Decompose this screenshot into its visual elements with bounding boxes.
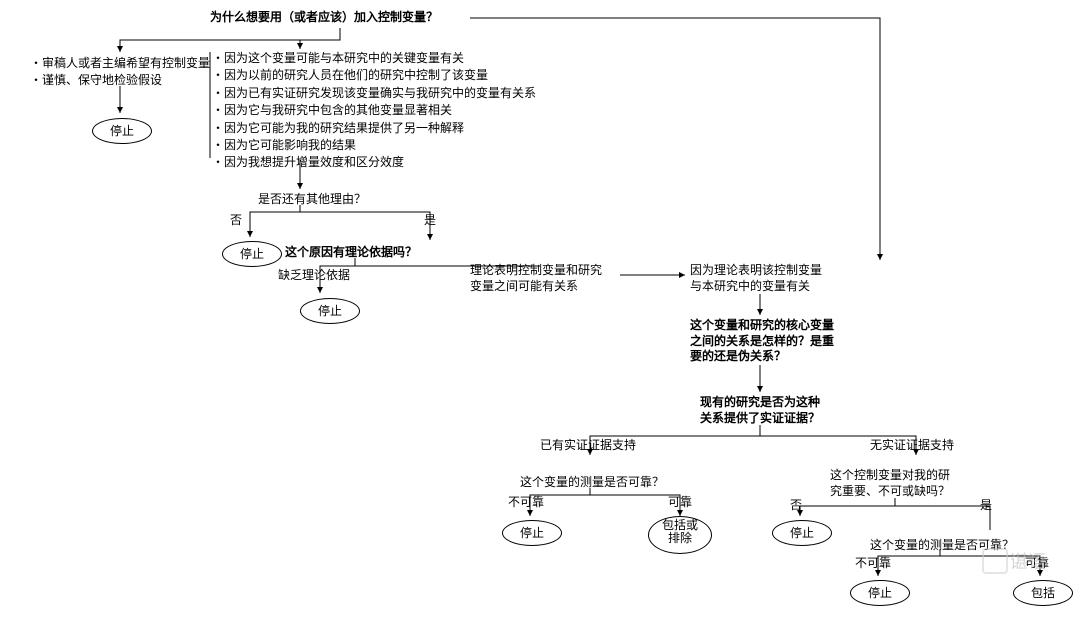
terminal-stop-3: 停止: [300, 298, 360, 324]
answer-no-2: 否: [790, 498, 802, 514]
question-theory-basis: 这个原因有理论依据吗？: [285, 245, 417, 261]
left-reasons-list: 审稿人或者主编希望有控制变量 谨慎、保守地检验假设: [30, 55, 210, 90]
terminal-stop-2: 停止: [222, 241, 282, 267]
list-item: 因为已有实证研究发现该变量确实与我研究中的变量有关系: [212, 85, 536, 102]
list-item: 因为它与我研究中包含的其他变量显著相关: [212, 102, 536, 119]
list-item: 因为以前的研究人员在他们的研究中控制了该变量: [212, 67, 536, 84]
mid-reasons-list: 因为这个变量可能与本研究中的关键变量有关 因为以前的研究人员在他们的研究中控制了…: [212, 50, 536, 172]
root-question: 为什么想要用（或者应该）加入控制变量？: [210, 10, 438, 26]
answer-unreliable-2: 不可靠: [855, 556, 891, 572]
terminal-include-exclude: 包括或 排除: [648, 516, 712, 554]
question-important: 这个控制变量对我的研 究重要、不可或缺吗？: [830, 468, 950, 499]
terminal-stop-1: 停止: [92, 118, 152, 144]
watermark-icon: [982, 548, 1008, 574]
right-branch-reason: 因为理论表明该控制变量 与本研究中的变量有关: [690, 263, 822, 294]
question-empirical-evidence: 现有的研究是否为这种 关系提供了实证证据？: [700, 395, 820, 426]
answer-no-evidence: 无实证证据支持: [870, 438, 954, 454]
answer-yes-1: 是: [424, 213, 436, 229]
watermark-text: 谌语: [1010, 548, 1046, 574]
answer-yes-2: 是: [980, 498, 992, 514]
question-core-relation: 这个变量和研究的核心变量 之间的关系是怎样的？是重 要的还是伪关系？: [690, 318, 834, 365]
list-item: 谨慎、保守地检验假设: [30, 72, 210, 89]
answer-unreliable-1: 不可靠: [508, 495, 544, 511]
terminal-stop-7: 停止: [850, 580, 910, 606]
answer-lack-theory: 缺乏理论依据: [278, 268, 350, 284]
terminal-stop-6: 停止: [772, 520, 832, 546]
list-item: 因为这个变量可能与本研究中的关键变量有关: [212, 50, 536, 67]
terminal-stop-4: 停止: [502, 520, 562, 546]
answer-reliable-1: 可靠: [668, 495, 692, 511]
answer-has-evidence: 已有实证证据支持: [540, 438, 636, 454]
answer-theory-relation: 理论表明控制变量和研究 变量之间可能有关系: [470, 263, 602, 294]
question-other-reasons: 是否还有其他理由？: [258, 192, 366, 208]
question-reliable-1: 这个变量的测量是否可靠？: [520, 475, 664, 491]
list-item: 因为它可能影响我的结果: [212, 137, 536, 154]
list-item: 因为它可能为我的研究结果提供了另一种解释: [212, 120, 536, 137]
list-item: 因为我想提升增量效度和区分效度: [212, 154, 536, 171]
answer-no-1: 否: [230, 213, 242, 229]
list-item: 审稿人或者主编希望有控制变量: [30, 55, 210, 72]
terminal-include: 包括: [1013, 580, 1073, 606]
